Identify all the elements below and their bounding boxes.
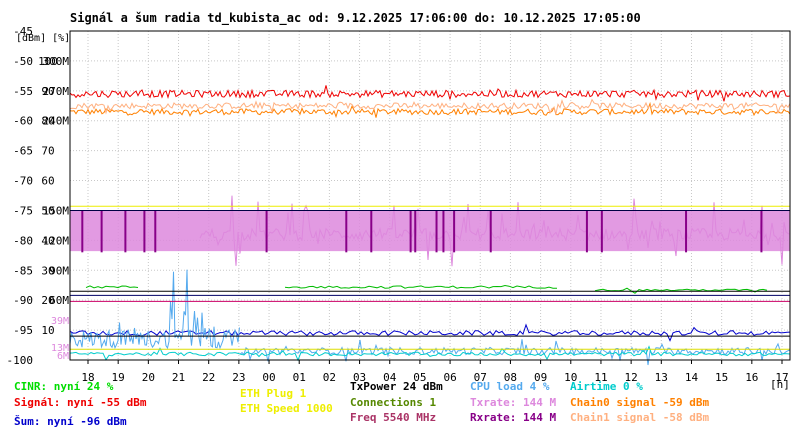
reference-lines [70,205,790,350]
x-tick-label: 03 [353,371,366,384]
legend-cinr: CINR: nyní 24 % [14,380,114,393]
y-tick-label-pct: 60 [41,175,54,188]
grid [70,30,790,364]
series-line [199,195,791,267]
y-tick-label-dbm: -60 [13,115,33,128]
legend-txrate: Txrate: 144 M [470,396,557,409]
legend-eth-speed: ETH Speed 1000 [240,402,333,415]
y-tick-label-pct: 20 [41,294,54,307]
y-tick-label-pct: 50 [41,204,54,217]
series-cpu-load [69,269,791,366]
y-tick-label-dbm: -70 [13,175,33,188]
x-tick-label: 17 [775,371,788,384]
series-line [85,285,139,289]
series-line [69,98,791,116]
units-label: [dBm] [%] [16,33,70,44]
x-tick-label: 04 [383,371,397,384]
legend-freq: Freq 5540 MHz [350,411,437,424]
x-tick-label: 08 [504,371,517,384]
y-tick-label-rate: 150M [43,204,70,217]
x-tick-label: 23 [232,371,245,384]
y-tick-label-dbm: -50 [13,55,33,68]
legend-signal: Signál: nyní -55 dBm [14,396,147,409]
series-airtime [69,345,791,362]
y-tick-label-pct: 10 [41,324,54,337]
legend-cpu-load: CPU load 4 % [470,380,550,393]
legend-rxrate: Rxrate: 144 M [470,411,557,424]
series-line [594,287,768,294]
y-tick-label-dbm: -55 [13,85,33,98]
series-chain1-signal [69,98,791,116]
y-tick-label-dbm: -80 [13,234,33,247]
y-tick-label-pct: 90 [41,85,54,98]
legend-chain1: Chain1 signal -58 dBm [570,411,710,424]
y-tick-label-rate: 90M [49,264,69,277]
x-tick-label: 06 [443,371,456,384]
series-txrate [70,195,791,267]
x-tick-label: 22 [202,371,215,384]
x-tick-label: 15 [715,371,728,384]
x-tick-label: 18 [81,371,94,384]
y-tick-label-dbm: -45 [13,25,33,38]
series-line [284,284,557,289]
series-line [69,269,240,350]
y-tick-label-extra: 13M [51,343,69,354]
y-tick-label-dbm: -90 [13,294,33,307]
x-tick-label: 10 [564,371,577,384]
x-unit-label: [h] [770,378,790,391]
series-line [69,101,791,119]
series-layer [69,85,791,366]
x-tick-label: 07 [474,371,487,384]
axis-labels: -45-50-55-60-65-70-75-80-85-90-95-100100… [7,25,789,384]
x-tick-label: 11 [594,371,607,384]
y-tick-label-dbm: -65 [13,145,33,158]
x-tick-label: 01 [293,371,306,384]
x-tick-label: 20 [142,371,155,384]
y-tick-label-rate: 300M [43,55,70,68]
y-tick-label-dbm: -95 [13,324,33,337]
x-tick-label: 00 [262,371,275,384]
series-connections [85,284,768,294]
legend-connections: Connections 1 [350,396,437,409]
x-tick-label: 19 [112,371,125,384]
x-tick-label: 05 [413,371,426,384]
y-tick-label-rate: 240M [43,115,70,128]
series-area [70,210,790,252]
legend-airtime: Airtime 0 % [570,380,643,393]
x-tick-label: 09 [534,371,547,384]
chart-title: Signál a šum radia td_kubista_ac od: 9.1… [70,11,641,26]
legend-txpower: TxPower 24 dBm [350,380,443,393]
x-tick-label: 21 [172,371,185,384]
x-tick-label: 02 [323,371,336,384]
y-tick-label-extra: 6M [57,351,69,362]
series-line [239,339,791,366]
x-tick-label: 16 [745,371,758,384]
plot-frame [69,30,791,361]
y-tick-label-pct: 100 [38,55,58,68]
x-tick-label: 13 [655,371,668,384]
legend-noise: Šum: nyní -96 dBm [14,415,127,428]
y-tick-label-dbm: -75 [13,204,33,217]
y-tick-label-pct: 30 [41,264,54,277]
y-tick-label-rate: 60M [49,294,69,307]
y-tick-label-dbm: -100 [7,354,34,367]
y-tick-label-rate: 120M [43,234,70,247]
y-tick-label-dbm: -85 [13,264,33,277]
series-line [69,85,791,102]
x-tick-label: 12 [625,371,638,384]
y-tick-label-extra: 39M [51,316,69,327]
legend-chain0: Chain0 signal -59 dBm [570,396,710,409]
y-tick-label-pct: 40 [41,234,54,247]
series-sign-l [69,85,791,102]
y-tick-label-pct: 80 [41,115,54,128]
y-tick-label-pct: 70 [41,145,54,158]
series-chain0-signal [69,101,791,119]
series-line [69,345,791,362]
y-tick-label-rate: 270M [43,85,70,98]
x-tick-label: 14 [685,371,699,384]
legend-eth-plug: ETH Plug 1 [240,387,307,400]
